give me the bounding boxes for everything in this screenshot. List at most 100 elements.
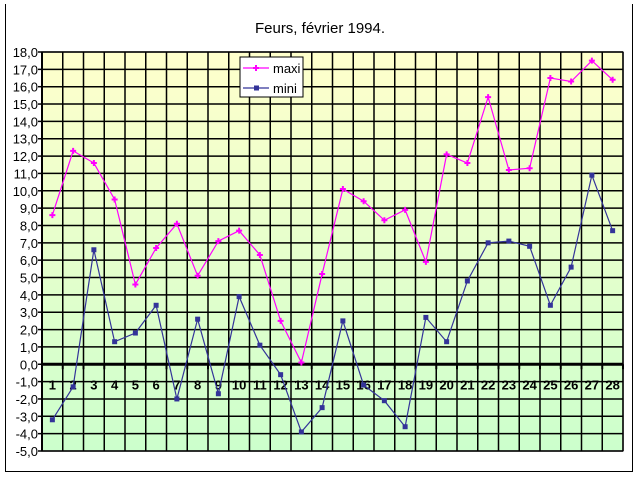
- legend-label: mini: [273, 81, 297, 96]
- x-tick-label: 27: [585, 377, 599, 392]
- y-tick-label: -3,0: [16, 409, 38, 424]
- y-tick-label: 17,0: [13, 62, 38, 77]
- y-tick-label: 2,0: [20, 323, 38, 338]
- data-point-maxi: [90, 160, 97, 167]
- x-tick-label: 6: [153, 377, 160, 392]
- data-point-mini: [298, 429, 304, 435]
- x-tick-label: 10: [232, 377, 246, 392]
- data-point-maxi: [49, 212, 56, 219]
- data-point-maxi: [547, 75, 554, 82]
- series-maxi: [49, 57, 616, 366]
- legend-box: [239, 56, 304, 98]
- y-tick-label: 6,0: [20, 253, 38, 268]
- data-point-mini: [278, 372, 284, 378]
- data-point-mini: [49, 417, 55, 423]
- data-point-mini: [444, 339, 450, 345]
- y-tick-label: 11,0: [14, 166, 38, 181]
- y-tick-label: 13,0: [13, 132, 38, 147]
- x-tick-label: 28: [605, 377, 619, 392]
- data-point-mini: [70, 384, 76, 390]
- data-point-mini: [589, 172, 595, 178]
- data-point-maxi: [485, 94, 492, 101]
- x-tick-label: 17: [377, 377, 391, 392]
- data-point-mini: [174, 396, 180, 402]
- data-point-maxi: [298, 359, 305, 366]
- y-tick-label: 9,0: [20, 201, 38, 216]
- data-point-maxi: [70, 147, 77, 154]
- x-tick-label: 1: [49, 377, 56, 392]
- y-tick-label: 15,0: [13, 97, 38, 112]
- legend-label: maxi: [273, 61, 301, 76]
- y-tick-label: -5,0: [16, 444, 38, 459]
- data-point-mini: [236, 294, 242, 300]
- x-tick-label: 15: [336, 377, 350, 392]
- x-tick-label: 26: [564, 377, 578, 392]
- data-point-mini: [132, 330, 138, 336]
- y-tick-label: 7,0: [20, 236, 38, 251]
- data-point-maxi: [173, 220, 180, 227]
- data-point-mini: [610, 228, 616, 234]
- x-tick-label: 12: [273, 377, 287, 392]
- x-tick-label: 7: [173, 377, 180, 392]
- x-tick-label: 5: [132, 377, 139, 392]
- x-tick-label: 22: [481, 377, 495, 392]
- x-tick-label: 23: [502, 377, 516, 392]
- data-point-maxi: [402, 206, 409, 213]
- x-tick-label: 8: [194, 377, 201, 392]
- y-tick-label: 18,0: [13, 45, 38, 60]
- y-tick-label: 0,0: [20, 357, 38, 372]
- data-point-maxi: [609, 76, 616, 83]
- legend: maxi mini: [239, 56, 304, 98]
- data-point-maxi: [443, 151, 450, 158]
- data-point-maxi: [111, 196, 118, 203]
- y-tick-label: -1,0: [16, 375, 38, 390]
- y-tick-label: 8,0: [20, 218, 38, 233]
- data-point-mini: [153, 302, 159, 308]
- data-point-maxi: [256, 251, 263, 258]
- y-tick-label: 16,0: [13, 80, 38, 95]
- x-tick-label: 9: [215, 377, 222, 392]
- data-point-mini: [361, 382, 367, 388]
- data-point-maxi: [319, 271, 326, 278]
- data-point-maxi: [464, 160, 471, 167]
- data-point-maxi: [381, 217, 388, 224]
- data-point-mini: [527, 243, 533, 249]
- legend-item-mini: mini: [243, 81, 297, 96]
- data-point-mini: [340, 318, 346, 324]
- data-point-mini: [381, 398, 387, 404]
- legend-item-maxi: maxi: [243, 61, 301, 76]
- data-point-maxi: [194, 272, 201, 279]
- y-tick-label: 3,0: [20, 305, 38, 320]
- x-tick-label: 11: [253, 377, 267, 392]
- data-point-mini: [112, 339, 118, 345]
- data-point-mini: [91, 247, 97, 253]
- series-mini: [49, 172, 616, 435]
- x-tick-label: 24: [522, 377, 537, 392]
- data-point-mini: [547, 302, 553, 308]
- data-point-maxi: [339, 186, 346, 193]
- data-point-mini: [319, 405, 325, 411]
- data-point-mini: [195, 316, 201, 322]
- y-tick-label: 10,0: [13, 184, 38, 199]
- data-point-maxi: [277, 317, 284, 324]
- x-tick-label: 21: [460, 377, 474, 392]
- x-tick-label: 3: [90, 377, 97, 392]
- y-tick-label: -4,0: [16, 427, 38, 442]
- x-tick-label: 4: [111, 377, 119, 392]
- data-point-mini: [464, 278, 470, 284]
- data-point-mini: [506, 238, 512, 244]
- legend-marker: [253, 65, 259, 71]
- series-line-maxi: [51, 59, 614, 365]
- data-point-maxi: [236, 227, 243, 234]
- data-point-maxi: [132, 281, 139, 288]
- legend-marker: [254, 85, 259, 91]
- chart-frame: [5, 4, 633, 472]
- data-point-maxi: [505, 166, 512, 173]
- y-tick-label: 1,0: [20, 340, 38, 355]
- data-point-maxi: [360, 198, 367, 205]
- data-point-maxi: [153, 245, 160, 252]
- data-point-mini: [215, 391, 221, 397]
- y-tick-label: 14,0: [13, 114, 38, 129]
- chart-title: Feurs, février 1994.: [255, 20, 385, 37]
